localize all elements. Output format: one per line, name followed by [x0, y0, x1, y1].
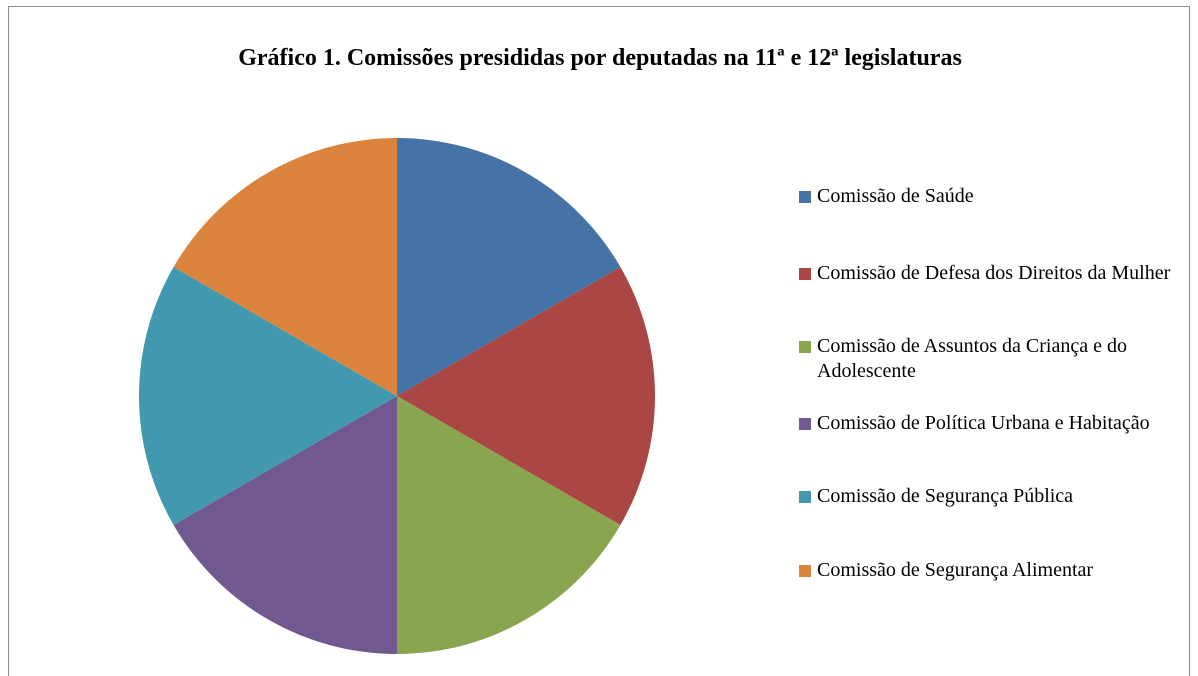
pie-slice: [397, 267, 655, 525]
legend-swatch: [799, 191, 811, 203]
legend-label: Comissão de Segurança Pública: [817, 485, 1074, 507]
legend-label: Comissão de Defesa dos Direitos da Mulhe…: [817, 262, 1171, 284]
chart-title: Gráfico 1. Comissões presididas por depu…: [238, 45, 962, 71]
legend-label: Comissão de Segurança Alimentar: [817, 559, 1094, 581]
legend-label: Comissão de Assuntos da Criança e do Ado…: [817, 335, 1127, 382]
pie-slice: [138, 267, 397, 525]
pie-slice: [173, 396, 397, 654]
legend-swatch: [799, 418, 811, 430]
pie-slice: [397, 138, 621, 396]
legend-swatch: [799, 341, 811, 353]
legend-swatch: [799, 268, 811, 280]
pie-slice: [397, 396, 621, 654]
pie-slice: [173, 138, 397, 396]
chart-border: [8, 6, 1190, 676]
legend-swatch: [799, 491, 811, 503]
legend-label: Comissão de Saúde: [817, 185, 974, 207]
legend-swatch: [799, 565, 811, 577]
legend-label: Comissão de Política Urbana e Habitação: [817, 412, 1150, 434]
